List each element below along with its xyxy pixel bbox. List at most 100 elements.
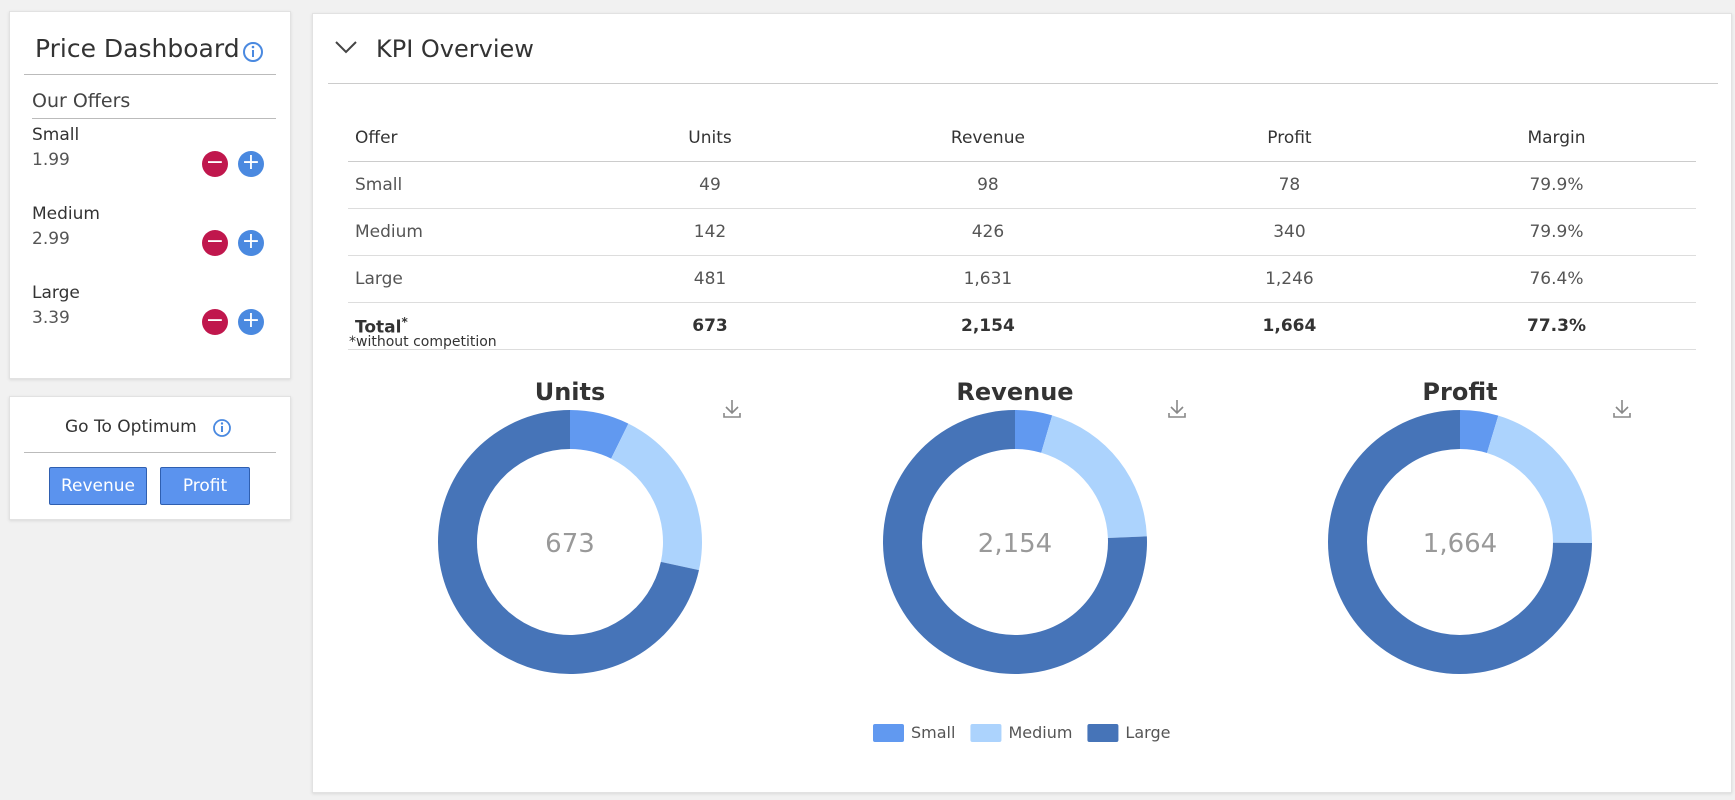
cell-text: 1,631 [963, 269, 1013, 289]
cell-text: 2,154 [961, 316, 1015, 336]
revenue-button[interactable]: Revenue [49, 467, 147, 505]
table-row: Medium 142 426 340 79.9% [348, 208, 1696, 256]
table-cell: Large [348, 255, 606, 303]
increase-button[interactable]: + [238, 151, 264, 177]
divider [24, 452, 276, 453]
total-mark: * [401, 314, 408, 329]
download-icon[interactable] [723, 400, 741, 418]
section-title: Our Offers [32, 90, 131, 112]
cell-text: Large [355, 269, 403, 289]
table-cell: 673 [606, 302, 814, 350]
cell-text: 340 [1273, 222, 1306, 242]
cell-text: 481 [693, 269, 727, 289]
offer-name: Large [32, 283, 80, 303]
table-cell: 79.9% [1417, 161, 1696, 209]
cell-text: 76.4% [1529, 269, 1584, 289]
optimum-title: Go To Optimum [65, 417, 197, 437]
divider [328, 83, 1718, 84]
download-icon[interactable] [1168, 400, 1186, 418]
legend-swatch [1087, 724, 1119, 742]
header-row: Offer Units Revenue Profit Margin [348, 114, 1696, 162]
table-cell: Small [348, 161, 606, 209]
center-label: 673 [545, 529, 595, 559]
decrease-button[interactable]: − [202, 151, 228, 177]
offer-price: 3.39 [32, 308, 70, 328]
table-cell: 1,664 [1161, 302, 1417, 350]
optimum-panel: Go To Optimum Revenue Profit [9, 396, 291, 520]
chart-title: Revenue [956, 378, 1073, 406]
download-icon[interactable] [1613, 400, 1631, 418]
info-icon[interactable] [212, 418, 232, 438]
cell-text: 98 [977, 175, 999, 195]
cell-text: 673 [692, 316, 728, 336]
info-icon[interactable] [242, 41, 264, 63]
cell-text: 426 [971, 222, 1005, 242]
table-cell: 76.4% [1417, 255, 1696, 303]
table-row: Large 481 1,631 1,246 76.4% [348, 255, 1696, 303]
donut-segment [1015, 410, 1053, 453]
table-row: Small 49 98 78 79.9% [348, 161, 1696, 209]
offer-price: 1.99 [32, 150, 70, 170]
offer-price: 2.99 [32, 229, 70, 249]
table-cell: 142 [606, 208, 814, 256]
legend-label: Large [1125, 723, 1170, 742]
cell-text: Medium [355, 222, 423, 242]
donut-segment [1041, 415, 1147, 539]
offer-name: Medium [32, 204, 100, 224]
increase-button[interactable]: + [238, 309, 264, 335]
kpi-title: KPI Overview [376, 35, 534, 63]
table-cell: 2,154 [813, 302, 1162, 350]
cell-text: 78 [1278, 175, 1301, 195]
decrease-button[interactable]: − [202, 309, 228, 335]
profit-button[interactable]: Profit [160, 467, 250, 505]
legend-label: Small [911, 723, 955, 742]
column-header: Margin [1417, 114, 1696, 162]
cell-text: 79.9% [1529, 222, 1584, 242]
chart-title: Units [535, 378, 606, 406]
cell-text: 1,246 [1265, 269, 1314, 289]
chart-title: Profit [1422, 378, 1497, 406]
cell-text: 142 [693, 222, 727, 242]
column-header: Units [606, 114, 814, 162]
cell-text: 49 [699, 175, 721, 195]
table-cell: Total* [348, 302, 606, 350]
increase-button[interactable]: + [238, 230, 264, 256]
collapse-toggle[interactable] [333, 38, 359, 56]
table-cell: 98 [813, 161, 1162, 209]
cell-text: Small [355, 175, 403, 195]
donut-segment [570, 410, 629, 459]
table-cell: 481 [606, 255, 814, 303]
dashboard-panel: Price Dashboard Our Offers Small 1.99− + Me… [9, 11, 291, 379]
table-cell: 79.9% [1417, 208, 1696, 256]
donut-segment [1486, 415, 1592, 543]
donut-segment [1460, 410, 1499, 454]
column-header: Offer [348, 114, 606, 162]
center-label: 2,154 [978, 529, 1052, 559]
cell-text: Total [355, 317, 402, 338]
legend-swatch [873, 724, 904, 742]
kpi-table: Offer Units Revenue Profit Margin Small 49 98 78… [348, 114, 1696, 350]
footnote: *without competition [349, 334, 497, 350]
legend-swatch [970, 724, 1002, 742]
table-cell: 49 [606, 161, 814, 209]
table-cell: 77.3% [1417, 302, 1696, 350]
legend-label: Medium [1008, 723, 1072, 742]
divider [24, 74, 276, 75]
donut-segment [1327, 410, 1592, 674]
table-cell: 1,246 [1161, 255, 1417, 303]
table-cell: 426 [813, 208, 1162, 256]
dashboard-title: Price Dashboard [35, 34, 240, 63]
center-label: 1,664 [1423, 529, 1497, 559]
column-header: Profit [1161, 114, 1417, 162]
donut-segment [611, 423, 702, 571]
offer-name: Small [32, 125, 80, 145]
decrease-button[interactable]: − [202, 230, 228, 256]
donut-segment [438, 410, 699, 674]
cell-text: 77.3% [1527, 316, 1586, 336]
table-cell: Medium [348, 208, 606, 256]
cell-text: 1,664 [1262, 316, 1317, 336]
table-cell: 1,631 [813, 255, 1162, 303]
divider [32, 118, 276, 119]
